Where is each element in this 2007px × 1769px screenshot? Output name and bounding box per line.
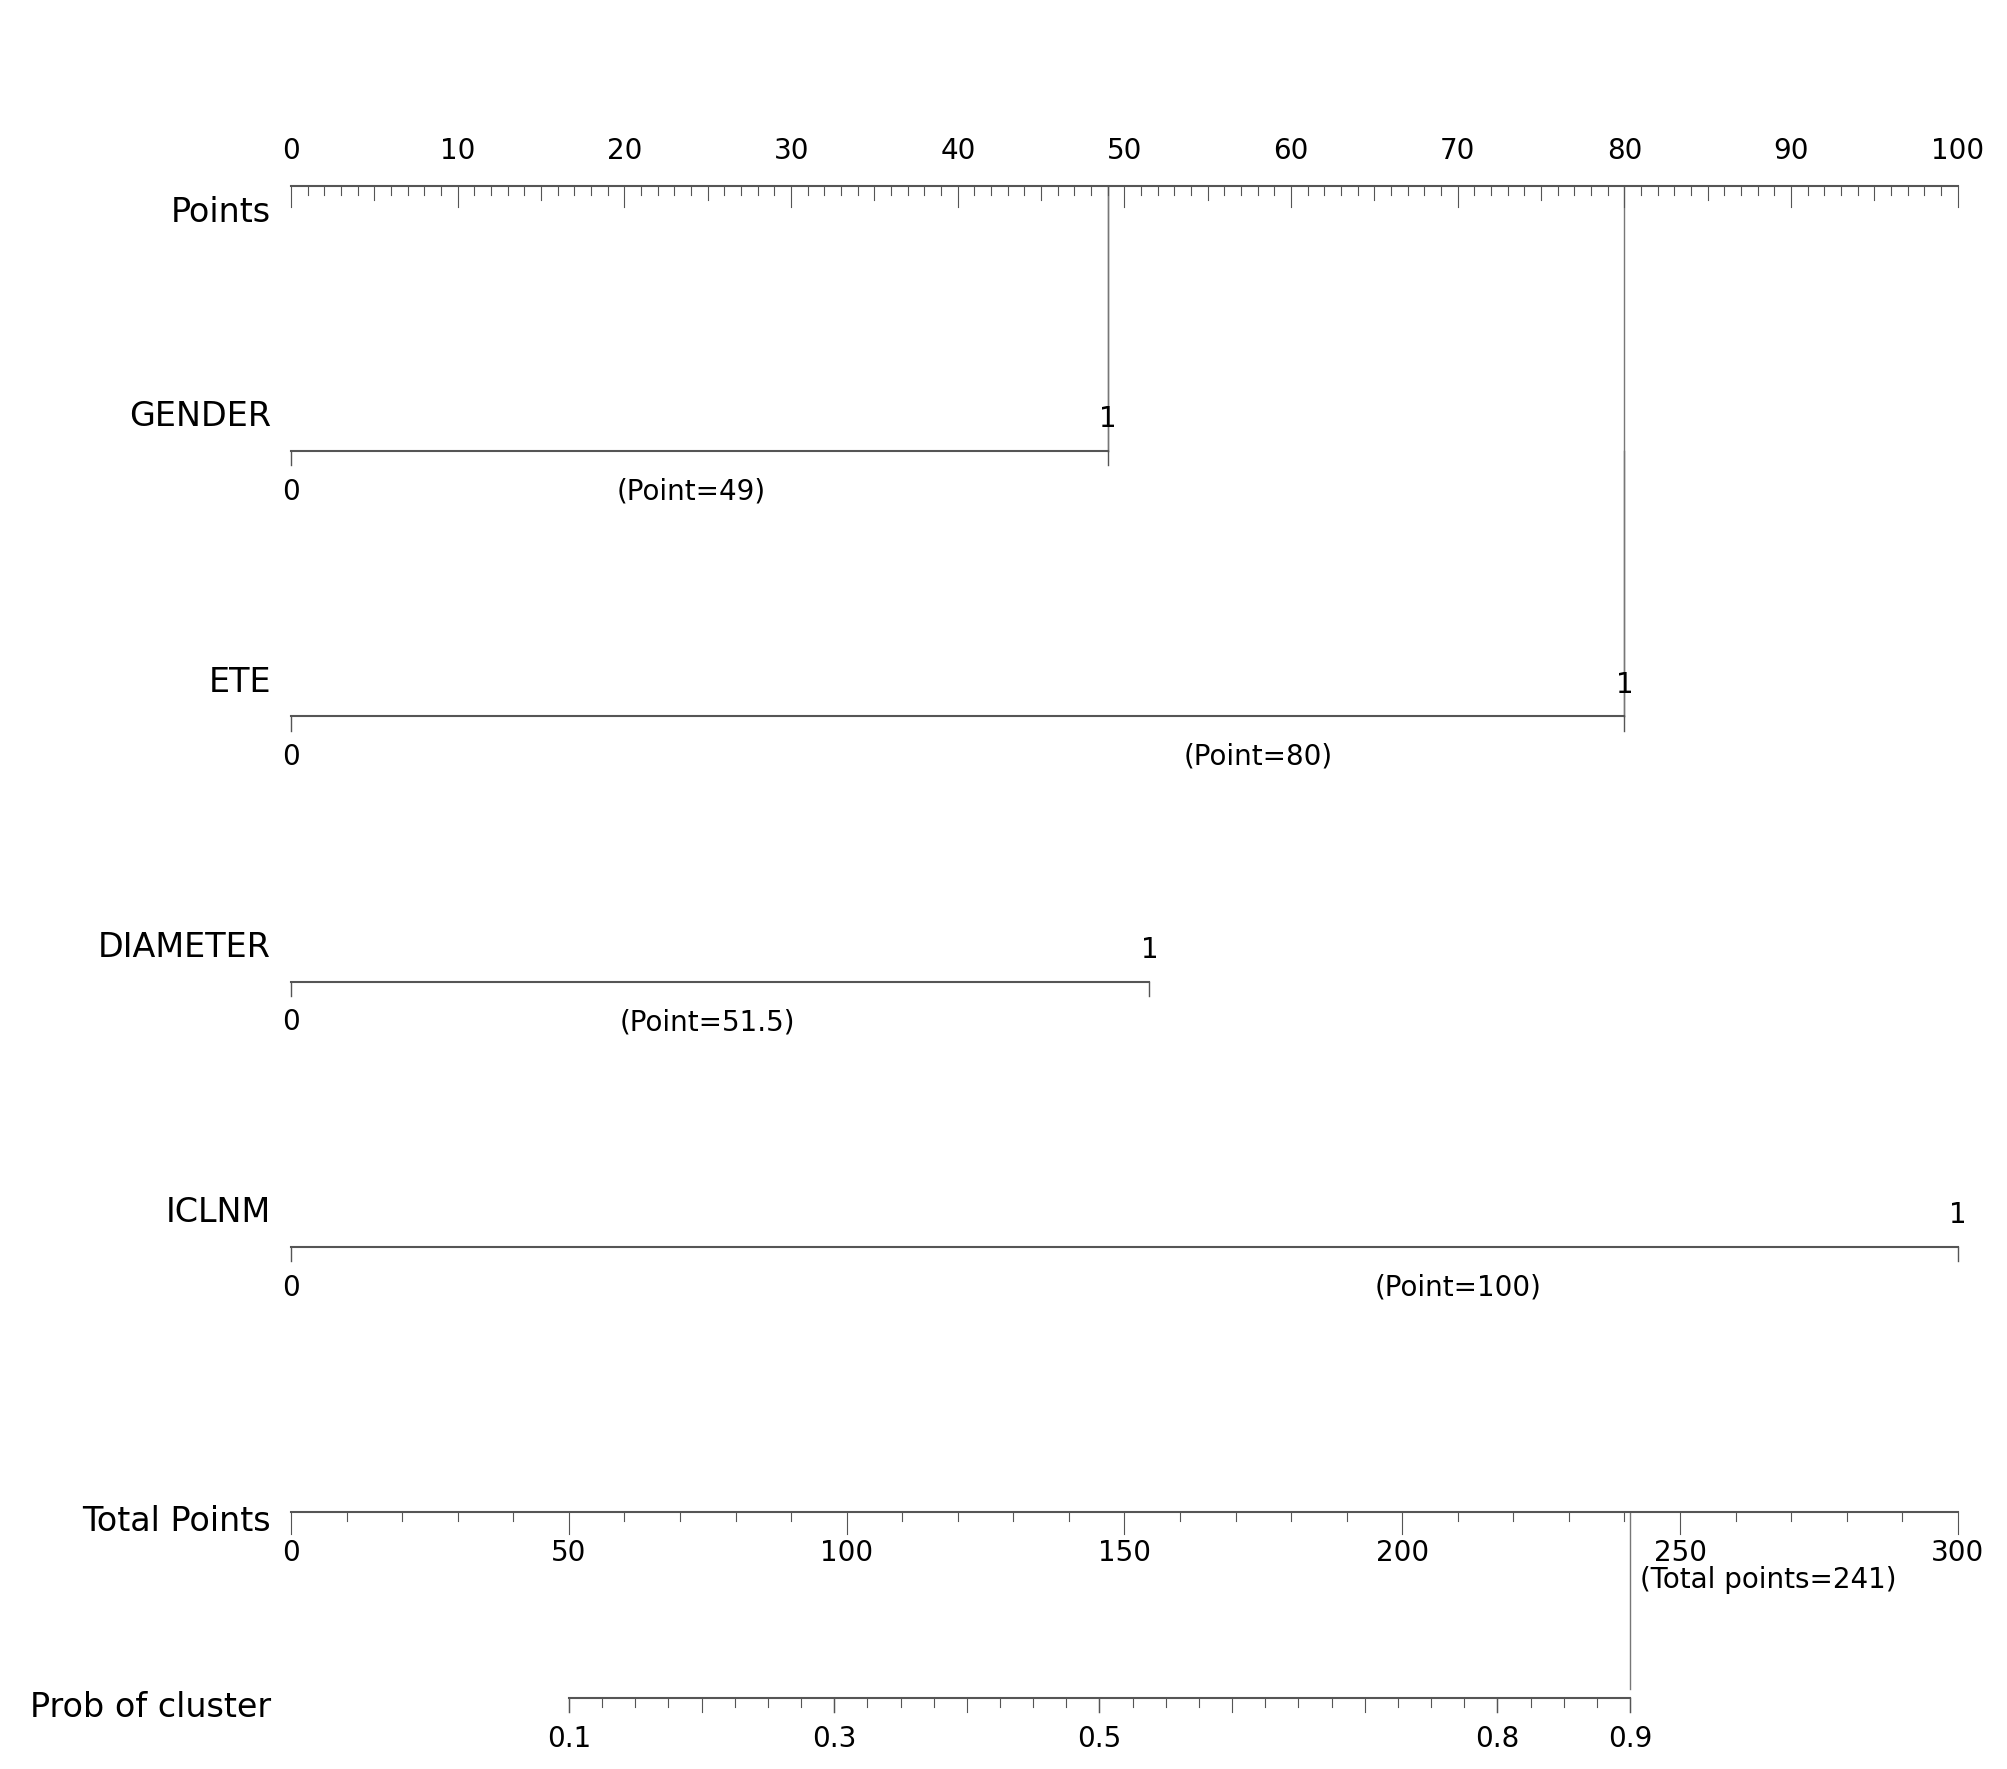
Text: 0.5: 0.5 — [1078, 1725, 1122, 1753]
Text: 0.1: 0.1 — [546, 1725, 590, 1753]
Text: ETE: ETE — [209, 665, 271, 699]
Text: 0: 0 — [283, 743, 299, 771]
Text: 20: 20 — [606, 136, 642, 165]
Text: 0.9: 0.9 — [1608, 1725, 1652, 1753]
Text: GENDER: GENDER — [128, 400, 271, 433]
Text: 80: 80 — [1606, 136, 1642, 165]
Text: 50: 50 — [552, 1539, 586, 1567]
Text: ICLNM: ICLNM — [167, 1196, 271, 1229]
Text: DIAMETER: DIAMETER — [98, 930, 271, 964]
Text: 30: 30 — [773, 136, 809, 165]
Text: 1: 1 — [1949, 1201, 1965, 1229]
Text: 0.8: 0.8 — [1475, 1725, 1519, 1753]
Text: 250: 250 — [1652, 1539, 1706, 1567]
Text: 60: 60 — [1272, 136, 1309, 165]
Text: 100: 100 — [1931, 136, 1983, 165]
Text: 50: 50 — [1106, 136, 1142, 165]
Text: 0.3: 0.3 — [811, 1725, 855, 1753]
Text: (Point=49): (Point=49) — [616, 478, 765, 506]
Text: (Point=80): (Point=80) — [1182, 743, 1333, 771]
Text: 70: 70 — [1439, 136, 1475, 165]
Text: 100: 100 — [819, 1539, 873, 1567]
Text: Prob of cluster: Prob of cluster — [30, 1691, 271, 1723]
Text: (Point=100): (Point=100) — [1373, 1274, 1541, 1302]
Text: 90: 90 — [1772, 136, 1808, 165]
Text: 200: 200 — [1375, 1539, 1429, 1567]
Text: 150: 150 — [1098, 1539, 1150, 1567]
Text: 1: 1 — [1616, 670, 1632, 699]
Text: 10: 10 — [440, 136, 476, 165]
Text: Points: Points — [171, 196, 271, 228]
Text: 1: 1 — [1098, 405, 1116, 433]
Text: 300: 300 — [1931, 1539, 1983, 1567]
Text: 40: 40 — [939, 136, 975, 165]
Text: (Point=51.5): (Point=51.5) — [620, 1008, 795, 1037]
Text: (Total points=241): (Total points=241) — [1640, 1566, 1897, 1594]
Text: 0: 0 — [283, 1008, 299, 1037]
Text: 0: 0 — [283, 1539, 299, 1567]
Text: Total Points: Total Points — [82, 1505, 271, 1537]
Text: 0: 0 — [283, 1274, 299, 1302]
Text: 1: 1 — [1140, 936, 1158, 964]
Text: 0: 0 — [283, 136, 299, 165]
Text: 0: 0 — [283, 478, 299, 506]
